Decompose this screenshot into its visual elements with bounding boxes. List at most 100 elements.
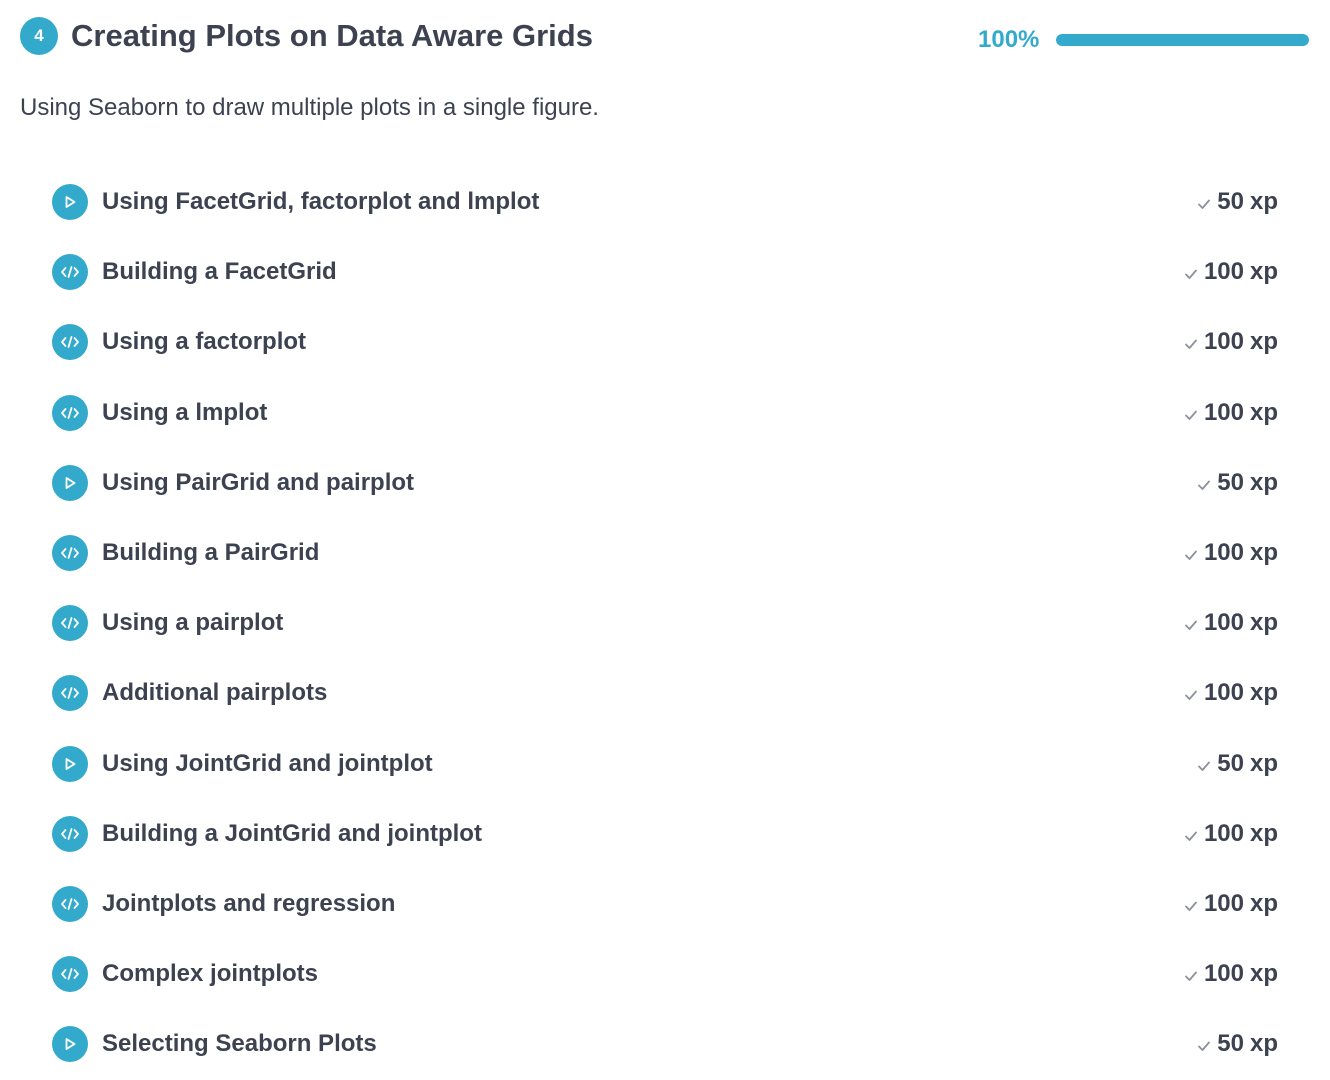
exercise-xp: 50 xp: [1196, 188, 1278, 216]
check-icon: [1196, 477, 1212, 493]
code-icon: [52, 535, 88, 572]
exercise-title: Complex jointplots: [102, 960, 318, 988]
exercise-title: Building a FacetGrid: [102, 258, 337, 286]
xp-value: 100: [1203, 679, 1244, 707]
play-icon: [52, 1026, 88, 1063]
progress-percentage: 100%: [978, 26, 1040, 53]
check-icon: [1183, 617, 1199, 633]
exercise-xp: 100 xp: [1183, 890, 1278, 918]
progress-bar-fill: [1056, 34, 1309, 46]
code-icon: [52, 675, 88, 712]
exercise-item[interactable]: Using a lmplot 100 xp: [52, 378, 1278, 448]
exercise-xp: 50 xp: [1196, 750, 1278, 778]
exercise-item[interactable]: Using a pairplot 100 xp: [52, 588, 1278, 658]
code-icon: [52, 394, 88, 431]
exercise-item[interactable]: Complex jointplots 100 xp: [52, 939, 1278, 1009]
exercise-title: Using a factorplot: [102, 328, 307, 356]
xp-value: 100: [1203, 539, 1244, 567]
exercise-title: Selecting Seaborn Plots: [102, 1030, 377, 1058]
xp-value: 100: [1203, 258, 1244, 286]
chapter-description: Using Seaborn to draw multiple plots in …: [20, 94, 599, 121]
xp-value: 50: [1217, 1030, 1244, 1058]
exercise-item[interactable]: Building a JointGrid and jointplot 100 x…: [52, 799, 1278, 869]
exercise-title: Building a JointGrid and jointplot: [102, 819, 482, 847]
exercise-item[interactable]: Using JointGrid and jointplot 50 xp: [52, 729, 1278, 799]
check-icon: [1183, 968, 1199, 984]
xp-value: 50: [1217, 468, 1244, 496]
exercise-xp: 100 xp: [1183, 328, 1278, 356]
xp-unit: xp: [1249, 328, 1278, 356]
exercise-title: Using a lmplot: [102, 398, 268, 426]
exercise-item[interactable]: Using PairGrid and pairplot 50 xp: [52, 448, 1278, 518]
play-icon: [52, 464, 88, 501]
xp-unit: xp: [1249, 889, 1278, 917]
exercise-item[interactable]: Using a factorplot 100 xp: [52, 307, 1278, 377]
exercise-item[interactable]: Additional pairplots 100 xp: [52, 658, 1278, 728]
exercise-xp: 50 xp: [1196, 469, 1278, 497]
check-icon: [1183, 407, 1199, 423]
exercise-item[interactable]: Using FacetGrid, factorplot and lmplot 5…: [52, 167, 1278, 237]
xp-unit: xp: [1249, 679, 1278, 707]
xp-unit: xp: [1249, 539, 1278, 567]
code-icon: [52, 605, 88, 642]
exercise-list: Using FacetGrid, factorplot and lmplot 5…: [52, 167, 1278, 1079]
exercise-xp: 100 xp: [1183, 679, 1278, 707]
xp-value: 50: [1217, 749, 1244, 777]
xp-unit: xp: [1249, 258, 1278, 286]
check-icon: [1183, 828, 1199, 844]
xp-unit: xp: [1249, 609, 1278, 637]
xp-unit: xp: [1249, 398, 1278, 426]
exercise-title: Using JointGrid and jointplot: [102, 749, 433, 777]
check-icon: [1183, 687, 1199, 703]
exercise-title: Using a pairplot: [102, 609, 284, 637]
exercise-item[interactable]: Jointplots and regression 100 xp: [52, 869, 1278, 939]
xp-unit: xp: [1249, 188, 1278, 216]
check-icon: [1183, 336, 1199, 352]
exercise-title: Using FacetGrid, factorplot and lmplot: [102, 188, 540, 216]
code-icon: [52, 254, 88, 291]
play-icon: [52, 184, 88, 221]
progress-bar: [1056, 34, 1309, 46]
play-icon: [52, 745, 88, 782]
code-icon: [52, 956, 88, 993]
check-icon: [1183, 547, 1199, 563]
chapter-header: 4 Creating Plots on Data Aware Grids 100…: [20, 14, 1310, 58]
exercise-xp: 100 xp: [1183, 399, 1278, 427]
check-icon: [1196, 758, 1212, 774]
code-icon: [52, 885, 88, 922]
xp-value: 50: [1217, 188, 1244, 216]
code-icon: [52, 324, 88, 361]
check-icon: [1183, 898, 1199, 914]
xp-unit: xp: [1249, 819, 1278, 847]
xp-value: 100: [1203, 960, 1244, 988]
xp-value: 100: [1203, 609, 1244, 637]
check-icon: [1196, 196, 1212, 212]
code-icon: [52, 815, 88, 852]
exercise-title: Using PairGrid and pairplot: [102, 468, 415, 496]
exercise-title: Jointplots and regression: [102, 889, 396, 917]
exercise-item[interactable]: Building a PairGrid 100 xp: [52, 518, 1278, 588]
exercise-item[interactable]: Selecting Seaborn Plots 50 xp: [52, 1009, 1278, 1079]
chapter-number-badge: 4: [20, 17, 58, 55]
exercise-xp: 50 xp: [1196, 1030, 1278, 1058]
exercise-xp: 100 xp: [1183, 539, 1278, 567]
exercise-xp: 100 xp: [1183, 609, 1278, 637]
check-icon: [1196, 1038, 1212, 1054]
exercise-item[interactable]: Building a FacetGrid 100 xp: [52, 237, 1278, 307]
xp-unit: xp: [1249, 1030, 1278, 1058]
xp-value: 100: [1203, 398, 1244, 426]
xp-value: 100: [1203, 819, 1244, 847]
exercise-xp: 100 xp: [1183, 960, 1278, 988]
chapter-title[interactable]: Creating Plots on Data Aware Grids: [71, 18, 593, 53]
exercise-xp: 100 xp: [1183, 258, 1278, 286]
exercise-title: Additional pairplots: [102, 679, 328, 707]
xp-value: 100: [1203, 328, 1244, 356]
xp-unit: xp: [1249, 749, 1278, 777]
xp-unit: xp: [1249, 468, 1278, 496]
exercise-title: Building a PairGrid: [102, 539, 320, 567]
xp-value: 100: [1203, 889, 1244, 917]
check-icon: [1183, 266, 1199, 282]
exercise-xp: 100 xp: [1183, 820, 1278, 848]
xp-unit: xp: [1249, 960, 1278, 988]
